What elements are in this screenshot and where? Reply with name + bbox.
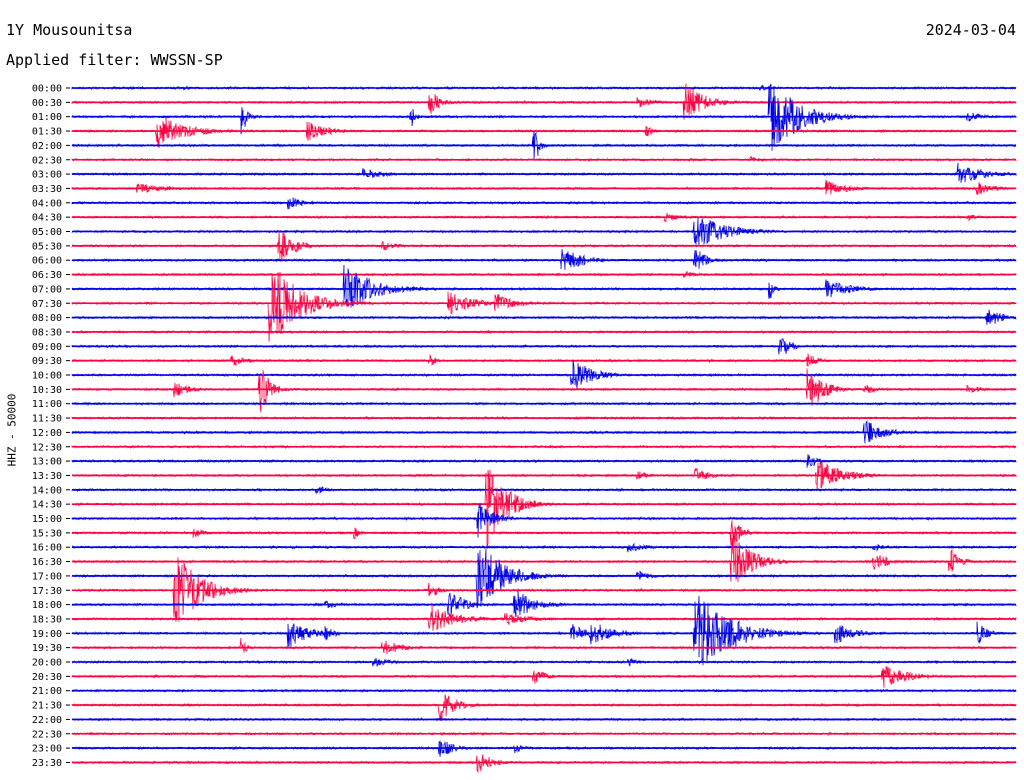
time-tick-label: 05:00 — [32, 227, 62, 238]
time-tick-label: 11:00 — [32, 399, 62, 410]
seismic-trace-2300 — [71, 740, 1017, 757]
time-tick-label: 10:00 — [32, 371, 62, 382]
time-tick-label: 03:00 — [32, 170, 62, 181]
time-tick-label: 15:30 — [32, 528, 62, 539]
time-tick-label: 18:30 — [32, 614, 62, 625]
station-title: 1Y Mousounitsa — [6, 21, 133, 39]
time-tick-label: 04:00 — [32, 198, 62, 209]
time-tick-label: 16:00 — [32, 543, 62, 554]
time-tick-label: 02:30 — [32, 155, 62, 166]
time-tick-label: 06:30 — [32, 270, 62, 281]
seismic-trace-1430 — [71, 469, 1017, 549]
time-tick-label: 09:30 — [32, 356, 62, 367]
time-tick-label: 11:30 — [32, 414, 62, 425]
time-tick-label: 22:30 — [32, 729, 62, 740]
time-tick-label: 17:00 — [32, 571, 62, 582]
time-tick-label: 06:00 — [32, 256, 62, 267]
time-tick-label: 05:30 — [32, 241, 62, 252]
time-tick-label: 21:00 — [32, 686, 62, 697]
seismic-trace-1700 — [71, 548, 1017, 609]
seismic-trace-0130 — [71, 117, 1017, 148]
time-tick-label: 21:30 — [32, 701, 62, 712]
time-tick-label: 12:30 — [32, 442, 62, 453]
seismic-trace-1930 — [71, 637, 1017, 655]
seismic-trace-0300 — [71, 162, 1017, 183]
filter-label: Applied filter: WWSSN-SP — [6, 51, 223, 69]
time-tick-label: 23:00 — [32, 744, 62, 755]
time-tick-label: 14:30 — [32, 500, 62, 511]
time-tick-label: 17:30 — [32, 586, 62, 597]
time-tick-label: 08:30 — [32, 327, 62, 338]
time-tick-label: 20:00 — [32, 658, 62, 669]
seismic-trace-0700 — [71, 264, 1017, 308]
time-tick-label: 20:30 — [32, 672, 62, 683]
time-tick-label: 22:00 — [32, 715, 62, 726]
time-tick-label: 00:30 — [32, 98, 62, 109]
time-tick-label: 07:30 — [32, 299, 62, 310]
seismic-trace-1830 — [71, 604, 1017, 631]
date-label: 2024-03-04 — [925, 21, 1016, 39]
seismic-trace-1600 — [71, 542, 1017, 553]
time-tick-label: 18:00 — [32, 600, 62, 611]
time-tick-label: 13:30 — [32, 471, 62, 482]
time-tick-label: 01:30 — [32, 127, 62, 138]
time-tick-label: 19:30 — [32, 643, 62, 654]
seismic-trace-0330 — [71, 179, 1017, 195]
time-tick-label: 15:00 — [32, 514, 62, 525]
time-tick-label: 23:30 — [32, 758, 62, 769]
time-tick-label: 19:00 — [32, 629, 62, 640]
time-tick-label: 03:30 — [32, 184, 62, 195]
time-tick-label: 04:30 — [32, 213, 62, 224]
time-tick-label: 10:30 — [32, 385, 62, 396]
time-tick-label: 12:00 — [32, 428, 62, 439]
time-tick-label: 16:30 — [32, 557, 62, 568]
time-tick-label: 14:00 — [32, 485, 62, 496]
time-tick-label: 08:00 — [32, 313, 62, 324]
seismic-trace-1730 — [71, 557, 1017, 622]
time-tick-label: 13:00 — [32, 457, 62, 468]
time-tick-label: 07:00 — [32, 284, 62, 295]
time-tick-label: 09:00 — [32, 342, 62, 353]
time-tick-label: 00:00 — [32, 84, 62, 95]
time-tick-label: 02:00 — [32, 141, 62, 152]
time-tick-label: 01:00 — [32, 112, 62, 123]
seismic-trace-2130 — [71, 694, 1017, 722]
